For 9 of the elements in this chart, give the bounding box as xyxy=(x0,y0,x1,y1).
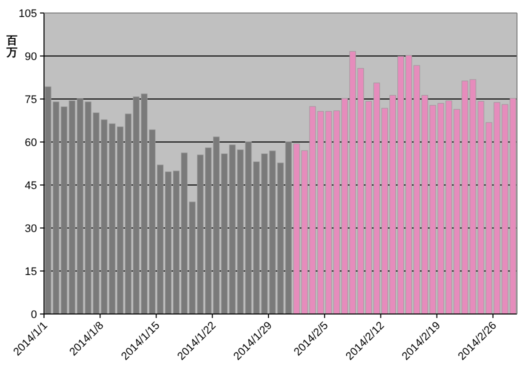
y-tick-label: 60 xyxy=(24,137,37,149)
y-tick-label: 0 xyxy=(30,309,37,321)
y-axis-title: 百万 xyxy=(6,35,18,59)
y-tick-label: 15 xyxy=(24,266,37,278)
y-tick-label: 45 xyxy=(24,180,37,192)
y-tick-label: 30 xyxy=(24,223,37,235)
y-tick-label: 105 xyxy=(18,8,37,20)
y-tick-label: 75 xyxy=(24,94,37,106)
y-tick-label: 90 xyxy=(24,51,37,63)
